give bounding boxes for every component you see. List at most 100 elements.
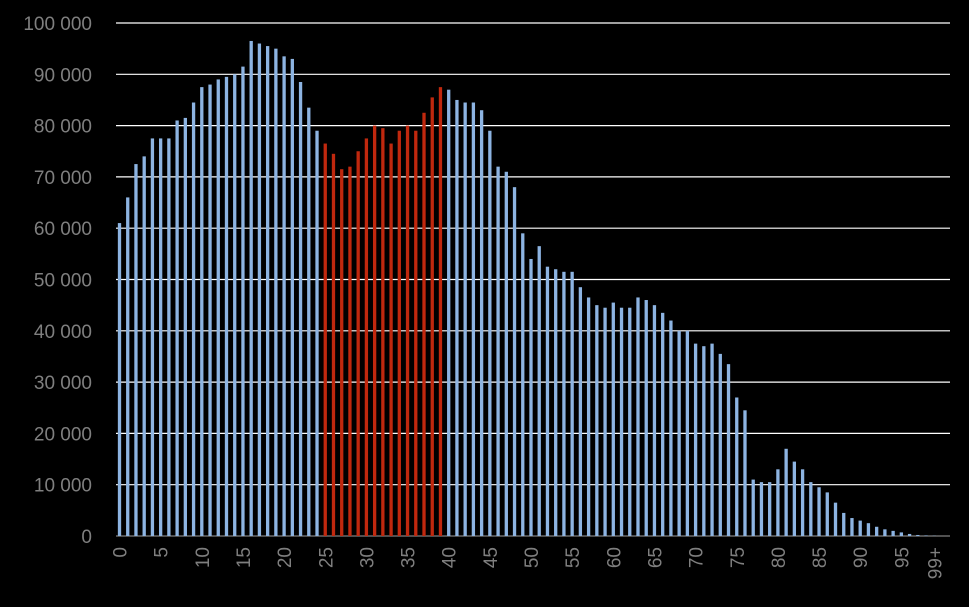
x-tick-label: 50 [522,547,543,568]
bar [265,46,270,537]
x-tick-label: 40 [440,547,461,568]
bar [142,156,146,536]
bar [430,97,434,536]
bar [200,87,204,536]
y-tick-label: 40 000 [34,322,92,343]
bar [471,102,476,536]
bar [693,343,698,536]
x-tick-label: 60 [604,547,625,568]
bar [274,48,278,537]
x-tick-label: 80 [769,547,790,568]
bar [208,84,212,536]
y-tick-label: 10 000 [34,476,92,497]
bar [356,151,360,536]
bar [233,74,237,537]
bar [751,479,755,536]
x-tick-label: 55 [563,547,584,568]
bar [224,76,229,537]
bar [562,271,566,536]
y-axis-tick-labels: 0 10 000 20 000 30 000 40 000 50 000 60 000 70 … [23,14,92,548]
bar [249,40,253,536]
y-tick-label: 0 [81,527,92,548]
x-tick-label: 75 [728,547,749,568]
bar [800,469,805,536]
bar [603,307,607,536]
bar [488,130,492,537]
x-tick-label: 70 [687,547,708,568]
bar [652,305,657,536]
x-tick-label: 20 [275,547,296,568]
x-tick-label: 10 [193,547,214,568]
bar [372,125,377,536]
bar [241,66,245,536]
y-tick-label: 50 000 [34,271,92,292]
y-tick-label: 30 000 [34,373,92,394]
bar [504,171,508,536]
x-tick-label: 85 [810,547,831,568]
x-tick-label: 30 [357,547,378,568]
bar [677,330,681,536]
bar [702,346,706,536]
x-tick-label: 95 [892,547,913,568]
bar [850,518,854,536]
bar [924,535,928,536]
x-tick-label: 45 [481,547,502,568]
bar [875,526,879,536]
bar [521,233,525,536]
bar [842,512,846,536]
x-tick-label: 99+ [925,547,946,579]
bar [891,530,895,536]
bar [537,246,541,536]
y-tick-label: 100 000 [23,14,92,35]
bar [907,533,912,536]
bar [447,89,451,536]
bar [512,187,517,536]
bar [545,266,550,536]
bar [554,269,558,536]
bar [784,448,788,536]
bar [381,128,385,537]
bar [586,297,591,536]
bar [282,56,286,536]
x-tick-label: 35 [399,547,420,568]
bar [191,102,196,536]
bar [817,487,821,536]
bar [298,81,303,537]
bar [619,307,624,536]
x-tick-label: 0 [111,547,132,558]
bar [126,197,130,537]
bar [710,343,714,536]
bar [899,532,903,536]
x-tick-label: 25 [316,547,337,568]
x-tick-label: 90 [851,547,872,568]
bar [883,529,887,536]
bar [636,297,640,536]
x-tick-label: 5 [152,547,173,558]
bar [216,79,220,537]
bar [735,397,739,536]
bar [167,138,171,537]
bar [825,492,829,536]
x-axis-tick-labels: 0 5 10 15 20 25 30 35 40 45 50 55 60 65 70 75 80 85 90 95 99… [111,547,947,579]
bar [455,99,459,536]
bar [792,461,797,536]
y-tick-label: 80 000 [34,117,92,138]
x-tick-label: 15 [234,547,255,568]
bar [348,166,352,536]
bar [307,107,311,537]
bar [669,320,673,536]
bar [726,364,731,536]
bar [134,164,138,536]
bar [150,138,155,537]
bar [389,143,393,536]
bar [397,130,401,537]
bar [175,120,179,536]
bar [340,169,344,536]
y-tick-label: 90 000 [34,65,92,86]
bar [183,117,187,536]
x-tick-label: 65 [645,547,666,568]
bar [718,353,722,536]
bar [916,534,920,536]
bar [479,110,484,537]
